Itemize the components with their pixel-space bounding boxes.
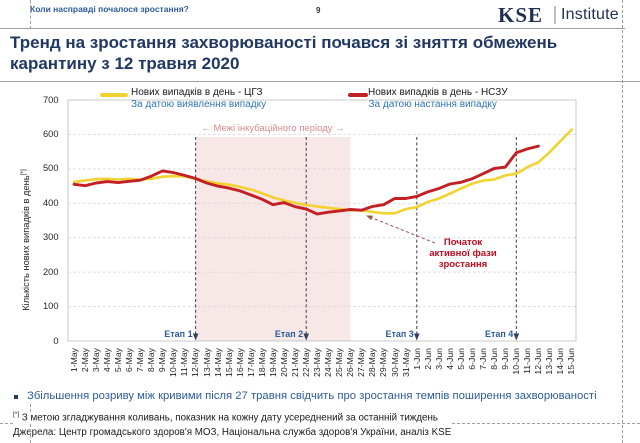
legend-swatch-nszu	[347, 93, 368, 97]
stage-label: Етап 2	[274, 329, 304, 339]
y-tick-label: 200	[42, 266, 59, 277]
incubation-band	[195, 137, 351, 341]
y-tick-label: 0	[53, 335, 59, 346]
annotation-arrow	[366, 215, 373, 221]
legend-subtitle-cgz: За датою виявлення випадку	[131, 99, 267, 110]
logo-divider	[554, 6, 556, 24]
y-tick-label: 400	[42, 197, 59, 208]
growth-annotation: Початок активної фази зростання	[429, 237, 497, 270]
series-line-cgz	[72, 128, 573, 215]
guide-right	[622, 0, 623, 443]
header-question: Коли насправді почалося зростання?	[30, 4, 189, 14]
stage-label: Етап 3	[385, 329, 414, 339]
stage-label: Етап 1	[164, 329, 193, 339]
y-tick-label: 700	[42, 94, 59, 105]
legend-label-nszu: Нових випадків в день - НСЗУ	[368, 87, 508, 98]
stage-label: Етап 4	[484, 329, 514, 339]
guide-bottom-right	[452, 423, 640, 424]
logo-institute: Institute	[561, 6, 619, 23]
plot-border	[67, 99, 577, 342]
y-tick-label: 100	[42, 301, 59, 312]
y-tick-label: 500	[42, 163, 59, 174]
x-tick-label: 15-Jun	[566, 347, 577, 375]
guide-left-bottom	[30, 424, 31, 443]
guide-bottom-left	[0, 423, 13, 424]
header-rule	[0, 28, 625, 29]
annotation-connector	[371, 217, 436, 244]
legend-subtitle-nszu: За датою настання випадку	[368, 99, 497, 110]
stage-arrow	[303, 333, 310, 341]
footnote: [*] З метою згладжування коливань, показ…	[13, 411, 483, 424]
sources-line: Джерела: Центр громадського здоров'я МОЗ…	[13, 427, 493, 438]
guide-left-top	[30, 0, 31, 29]
stage-arrow	[413, 333, 420, 341]
incubation-band-label: ← Межі інкубаційного періоду →	[201, 123, 345, 134]
legend-label-cgz: Нових випадків в день - ЦГЗ	[131, 87, 263, 98]
page-number: 9	[316, 6, 321, 15]
series-line-nszu	[72, 144, 540, 216]
y-tick-label: 300	[42, 232, 59, 243]
y-tick-label: 600	[42, 128, 59, 139]
slide-title: Тренд на зростання захворюваності почавс…	[10, 33, 558, 73]
stage-arrow	[192, 333, 199, 341]
kse-logo: KSE	[498, 3, 544, 27]
guide-left-mid	[30, 404, 31, 412]
title-rule	[0, 81, 640, 82]
legend-swatch-cgz	[100, 93, 128, 97]
conclusion-bullet: Збільшення розриву між кривими після 27 …	[27, 390, 597, 402]
stage-arrow	[513, 333, 520, 341]
footnote-marker: [*]	[13, 411, 20, 418]
bullet-marker	[14, 395, 18, 399]
